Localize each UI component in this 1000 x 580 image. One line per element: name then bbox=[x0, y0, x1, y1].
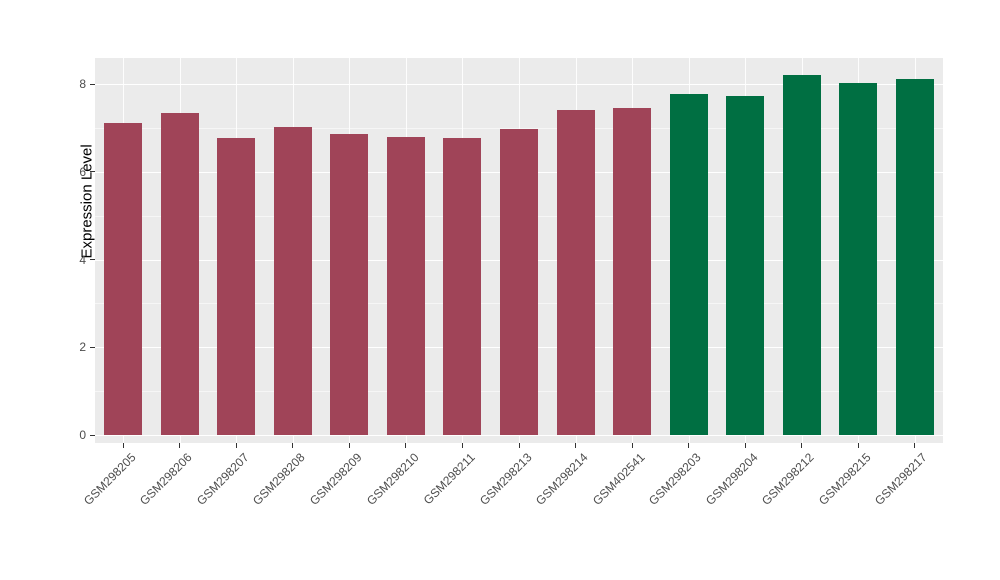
x-tick-mark bbox=[914, 443, 916, 448]
bar-GSM298217 bbox=[895, 78, 934, 435]
x-tick-mark bbox=[857, 443, 859, 448]
x-tick-label-GSM298212: GSM298212 bbox=[759, 450, 817, 508]
bar-GSM298210 bbox=[386, 136, 425, 435]
y-tick-mark bbox=[90, 434, 95, 436]
bar-GSM298207 bbox=[217, 137, 256, 435]
y-axis-title: Expression Level bbox=[78, 144, 96, 259]
x-tick-mark bbox=[801, 443, 803, 448]
x-tick-label-GSM298209: GSM298209 bbox=[307, 450, 365, 508]
x-tick-mark bbox=[461, 443, 463, 448]
y-tick-label-6: 6 bbox=[79, 164, 86, 179]
x-tick-label-GSM402541: GSM402541 bbox=[589, 450, 648, 508]
x-tick-label-GSM298203: GSM298203 bbox=[646, 450, 704, 508]
y-tick-mark bbox=[90, 346, 95, 348]
bar-GSM298206 bbox=[160, 112, 199, 435]
x-tick-label-GSM298217: GSM298217 bbox=[872, 450, 930, 508]
x-tick-label-GSM298207: GSM298207 bbox=[193, 450, 252, 508]
x-tick-mark bbox=[179, 443, 181, 448]
y-tick-label-2: 2 bbox=[79, 340, 86, 355]
x-tick-mark bbox=[122, 443, 124, 448]
x-tick-label-GSM298213: GSM298213 bbox=[476, 450, 535, 508]
x-tick-mark bbox=[744, 443, 746, 448]
bar-GSM298203 bbox=[669, 93, 708, 435]
bar-GSM298205 bbox=[104, 123, 143, 435]
x-tick-mark bbox=[292, 443, 294, 448]
bar-GSM298208 bbox=[273, 126, 312, 435]
x-tick-mark bbox=[688, 443, 690, 448]
x-tick-label-GSM298206: GSM298206 bbox=[137, 450, 196, 508]
x-tick-label-GSM298205: GSM298205 bbox=[80, 450, 139, 508]
x-tick-label-GSM298208: GSM298208 bbox=[250, 450, 309, 508]
x-tick-label-GSM298214: GSM298214 bbox=[533, 450, 591, 508]
x-tick-mark bbox=[631, 443, 633, 448]
bar-GSM402541 bbox=[613, 108, 652, 435]
y-tick-label-4: 4 bbox=[79, 252, 86, 267]
x-tick-label-GSM298210: GSM298210 bbox=[363, 450, 422, 508]
x-tick-mark bbox=[235, 443, 237, 448]
plot-panel bbox=[95, 58, 943, 443]
y-tick-label-8: 8 bbox=[79, 77, 86, 91]
bar-GSM298209 bbox=[330, 134, 369, 435]
y-tick-mark bbox=[90, 83, 95, 85]
bar-GSM298213 bbox=[500, 129, 538, 435]
x-tick-mark bbox=[518, 443, 520, 448]
x-tick-label-GSM298204: GSM298204 bbox=[702, 450, 761, 508]
y-tick-label-0: 0 bbox=[79, 428, 86, 442]
bar-GSM298212 bbox=[782, 75, 821, 435]
bar-GSM298204 bbox=[726, 95, 765, 435]
y-tick-mark bbox=[90, 259, 95, 260]
x-tick-label-GSM298215: GSM298215 bbox=[815, 450, 874, 508]
x-tick-mark bbox=[575, 443, 577, 448]
x-tick-label-GSM298211: GSM298211 bbox=[420, 450, 478, 508]
bar-GSM298211 bbox=[443, 137, 482, 435]
bar-GSM298215 bbox=[839, 83, 878, 435]
x-tick-mark bbox=[405, 443, 407, 448]
y-tick-mark bbox=[90, 171, 95, 173]
x-tick-mark bbox=[348, 443, 350, 448]
bar-GSM298214 bbox=[556, 110, 595, 435]
